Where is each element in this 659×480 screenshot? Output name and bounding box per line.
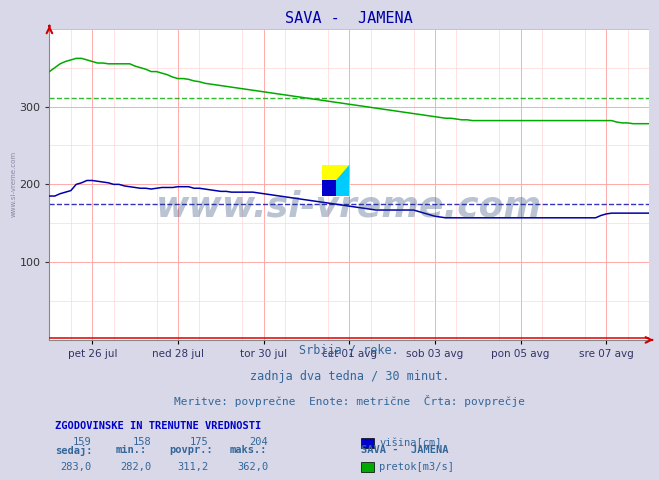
Text: Srbija / reke.: Srbija / reke.: [299, 344, 399, 357]
Text: Meritve: povprečne  Enote: metrične  Črta: povprečje: Meritve: povprečne Enote: metrične Črta:…: [174, 396, 525, 408]
Text: ZGODOVINSKE IN TRENUTNE VREDNOSTI: ZGODOVINSKE IN TRENUTNE VREDNOSTI: [55, 421, 262, 431]
Bar: [361, 462, 374, 472]
Text: www.si-vreme.com: www.si-vreme.com: [11, 151, 16, 217]
Text: SAVA -  JAMENA: SAVA - JAMENA: [361, 445, 449, 456]
Text: 362,0: 362,0: [237, 462, 268, 472]
Text: povpr.:: povpr.:: [169, 445, 213, 456]
Text: pretok[m3/s]: pretok[m3/s]: [380, 462, 454, 472]
Text: 204: 204: [250, 437, 268, 447]
Polygon shape: [336, 165, 349, 180]
Text: 175: 175: [190, 437, 208, 447]
Text: maks.:: maks.:: [229, 445, 267, 456]
Text: zadnja dva tedna / 30 minut.: zadnja dva tedna / 30 minut.: [250, 370, 449, 383]
Bar: [322, 180, 336, 196]
Text: 282,0: 282,0: [120, 462, 152, 472]
Bar: [336, 180, 349, 196]
Text: 158: 158: [132, 437, 152, 447]
Bar: [361, 438, 374, 448]
Bar: [322, 165, 349, 180]
Text: višina[cm]: višina[cm]: [380, 437, 442, 448]
Text: 159: 159: [72, 437, 92, 447]
Text: 283,0: 283,0: [60, 462, 92, 472]
Text: 311,2: 311,2: [177, 462, 208, 472]
Text: www.si-vreme.com: www.si-vreme.com: [156, 189, 542, 223]
Title: SAVA -  JAMENA: SAVA - JAMENA: [285, 11, 413, 26]
Text: sedaj:: sedaj:: [55, 445, 93, 456]
Text: min.:: min.:: [115, 445, 147, 456]
